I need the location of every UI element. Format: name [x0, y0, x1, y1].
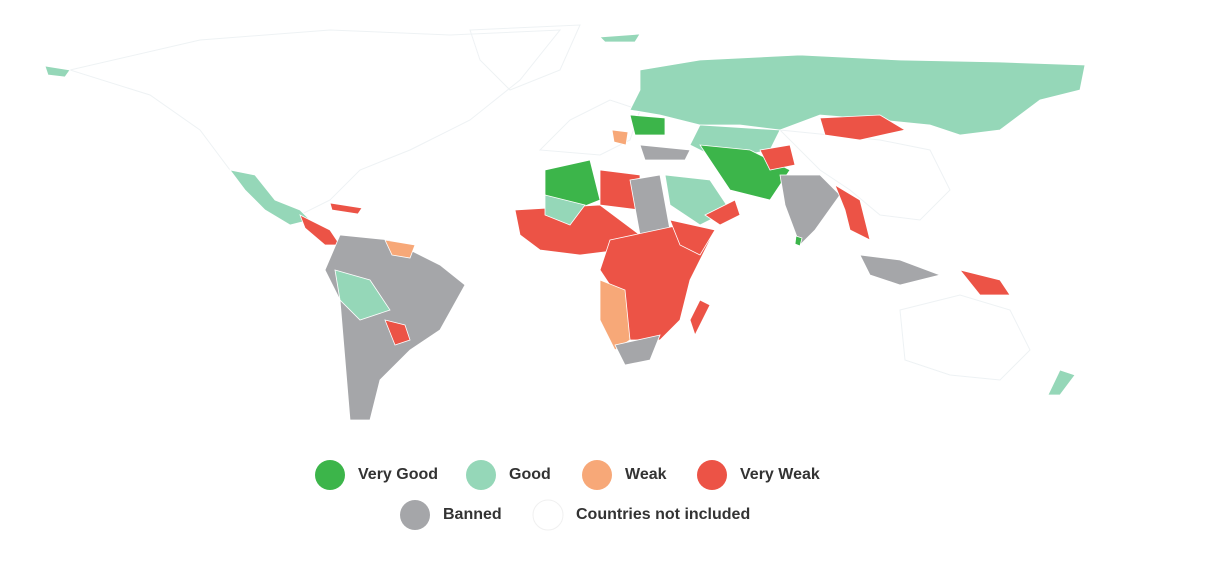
country-region [1047, 369, 1076, 396]
legend-label: Good [509, 466, 551, 483]
legend-label: Weak [625, 466, 667, 483]
legend-swatch [400, 500, 430, 530]
country-region [794, 235, 803, 247]
legend-label: Very Weak [740, 466, 820, 483]
legend-label: Very Good [358, 466, 438, 483]
country-region [859, 254, 942, 286]
country-region [44, 65, 71, 78]
europe-outline [538, 99, 641, 156]
country-regions [44, 33, 1086, 421]
country-region [834, 184, 871, 241]
country-region [614, 334, 661, 366]
country-region [689, 299, 711, 337]
legend-swatch [582, 460, 612, 490]
country-region [544, 159, 601, 211]
country-region [759, 144, 796, 171]
country-region [299, 214, 341, 246]
country-region [629, 114, 666, 136]
country-region [704, 199, 741, 226]
legend-swatch [315, 460, 345, 490]
country-region [629, 174, 671, 236]
legend-swatch [532, 499, 564, 531]
legend-label: Countries not included [576, 506, 750, 523]
country-region [544, 194, 586, 226]
legend-label: Banned [443, 506, 502, 523]
country-region [819, 114, 907, 141]
country-region [629, 54, 1086, 136]
country-region [384, 239, 416, 259]
country-region [669, 219, 716, 256]
asia-outline [778, 129, 951, 221]
country-region [384, 319, 411, 346]
country-region [779, 174, 841, 246]
north-america-outline [68, 29, 562, 216]
country-region [958, 269, 1011, 296]
australia-outline [899, 294, 1031, 381]
country-region [639, 144, 691, 161]
country-region [229, 169, 311, 226]
country-region [611, 129, 629, 146]
greenland-outline [469, 24, 581, 91]
legend-swatch [697, 460, 727, 490]
legend: Very Good Good Weak Very Weak Banned Countrie… [315, 460, 820, 531]
country-region [329, 202, 363, 215]
country-region [334, 269, 391, 321]
legend-swatch [466, 460, 496, 490]
country-region [599, 33, 641, 43]
